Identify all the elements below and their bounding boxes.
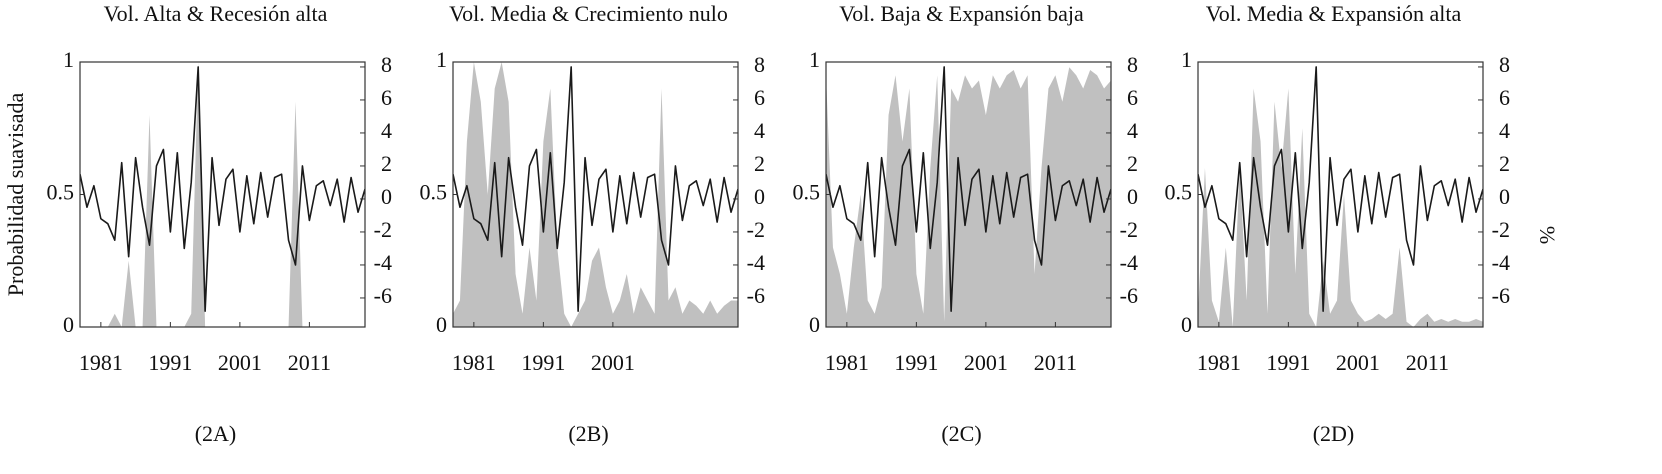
y2-tick-label: -4 xyxy=(374,250,392,275)
y2-tick-label: 4 xyxy=(381,118,392,143)
plot-area xyxy=(826,66,1111,327)
probability-area xyxy=(453,62,738,327)
y2-tick-label: 8 xyxy=(1127,52,1138,77)
y2-axis-label: % xyxy=(1535,226,1560,244)
x-tick-label: 2011 xyxy=(1034,350,1077,375)
y2-tick-label: 0 xyxy=(1127,184,1138,209)
y2-tick-label: -4 xyxy=(747,250,765,275)
x-tick-label: 2001 xyxy=(964,350,1008,375)
y2-tick-label: -4 xyxy=(1120,250,1138,275)
y2-tick-label: 0 xyxy=(1499,184,1510,209)
x-tick-label: 1991 xyxy=(894,350,938,375)
panel-caption: (2A) xyxy=(195,421,237,446)
panel-caption: (2B) xyxy=(568,421,608,446)
y2-tick-label: 8 xyxy=(1499,52,1510,77)
x-tick-label: 1981 xyxy=(1197,350,1241,375)
y2-tick-label: 6 xyxy=(1127,85,1138,110)
x-tick-label: 1981 xyxy=(79,350,123,375)
y-tick-label: 0 xyxy=(63,312,74,337)
panel-caption: (2C) xyxy=(941,421,981,446)
y2-tick-label: -6 xyxy=(1492,283,1510,308)
y2-tick-label: 2 xyxy=(754,151,765,176)
y2-tick-label: 6 xyxy=(754,85,765,110)
x-tick-label: 1981 xyxy=(452,350,496,375)
y2-tick-label: -2 xyxy=(747,217,765,242)
y2-tick-label: 6 xyxy=(1499,85,1510,110)
plot-area xyxy=(1198,66,1483,327)
y2-tick-label: 2 xyxy=(1127,151,1138,176)
plot-area xyxy=(80,62,365,327)
y2-tick-label: -6 xyxy=(1120,283,1138,308)
y-tick-label: 0 xyxy=(436,312,447,337)
y2-tick-label: 6 xyxy=(381,85,392,110)
y-tick-label: 0.5 xyxy=(47,180,75,205)
y2-tick-label: 8 xyxy=(381,52,392,77)
panel-title: Vol. Media & Crecimiento nulo xyxy=(449,1,728,26)
panel-title: Vol. Baja & Expansión baja xyxy=(839,1,1084,26)
y-tick-label: 0.5 xyxy=(793,180,821,205)
growth-line xyxy=(453,66,738,312)
y2-tick-label: 2 xyxy=(381,151,392,176)
panel-title: Vol. Alta & Recesión alta xyxy=(104,1,328,26)
y2-tick-label: 0 xyxy=(381,184,392,209)
y-tick-label: 0.5 xyxy=(420,180,448,205)
y-tick-label: 1 xyxy=(1181,47,1192,72)
growth-line xyxy=(826,66,1111,312)
plot-frame xyxy=(79,61,366,328)
x-tick-label: 1991 xyxy=(148,350,192,375)
x-tick-label: 2001 xyxy=(1336,350,1380,375)
y2-tick-label: 4 xyxy=(754,118,765,143)
y2-tick-label: 8 xyxy=(754,52,765,77)
x-tick-label: 2011 xyxy=(288,350,331,375)
y-axis-label: Probabilidad suavisada xyxy=(3,93,28,297)
y2-tick-label: 4 xyxy=(1499,118,1510,143)
probability-area xyxy=(80,62,365,327)
y-tick-label: 1 xyxy=(63,47,74,72)
y-tick-label: 0.5 xyxy=(1165,180,1193,205)
growth-line xyxy=(1198,66,1483,312)
y-tick-label: 1 xyxy=(809,47,820,72)
y2-tick-label: -2 xyxy=(1492,217,1510,242)
x-tick-label: 1991 xyxy=(1266,350,1310,375)
x-tick-label: 1981 xyxy=(825,350,869,375)
y2-tick-label: -6 xyxy=(374,283,392,308)
y-tick-label: 0 xyxy=(809,312,820,337)
panel-caption: (2D) xyxy=(1313,421,1355,446)
y2-tick-label: -6 xyxy=(747,283,765,308)
y2-tick-label: -4 xyxy=(1492,250,1510,275)
growth-line xyxy=(80,66,365,312)
plot-area xyxy=(453,62,738,327)
panel-title: Vol. Media & Expansión alta xyxy=(1206,1,1462,26)
y2-tick-label: -2 xyxy=(374,217,392,242)
y2-tick-label: 0 xyxy=(754,184,765,209)
y2-tick-label: -2 xyxy=(1120,217,1138,242)
y2-tick-label: 2 xyxy=(1499,151,1510,176)
x-tick-label: 2001 xyxy=(591,350,635,375)
y-tick-label: 1 xyxy=(436,47,447,72)
x-tick-label: 2011 xyxy=(1406,350,1449,375)
x-tick-label: 1991 xyxy=(521,350,565,375)
y2-tick-label: 4 xyxy=(1127,118,1138,143)
y-tick-label: 0 xyxy=(1181,312,1192,337)
probability-area xyxy=(1198,88,1483,327)
x-tick-label: 2001 xyxy=(218,350,262,375)
